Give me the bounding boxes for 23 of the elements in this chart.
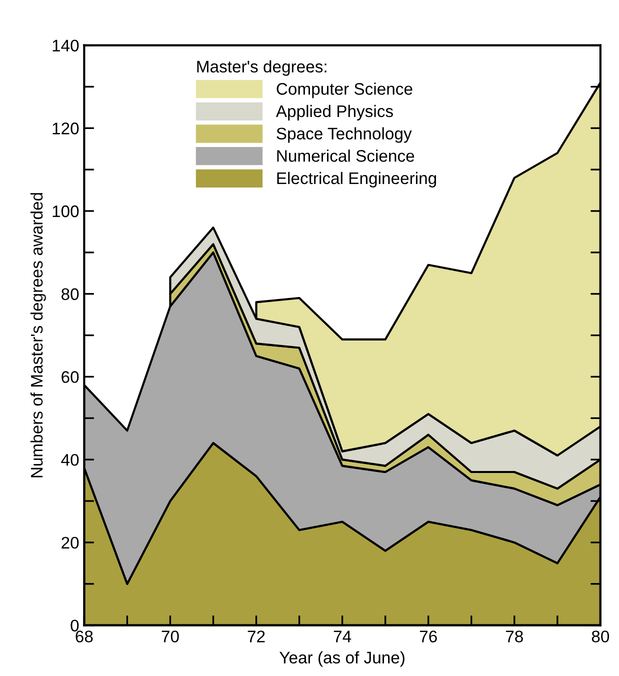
y-tick-label: 120 xyxy=(52,122,79,134)
legend-label: Computer Science xyxy=(276,82,412,98)
y-tick-label: 0 xyxy=(70,620,79,632)
x-tick-label: 70 xyxy=(162,630,179,642)
x-axis-title: Year (as of June) xyxy=(280,651,404,667)
y-tick-label: 60 xyxy=(62,371,79,383)
x-tick-label: 72 xyxy=(248,630,265,642)
y-tick-label: 100 xyxy=(52,205,79,218)
x-tick-label: 68 xyxy=(76,630,93,642)
legend-label: Applied Physics xyxy=(276,104,393,120)
y-tick-label: 80 xyxy=(62,288,79,300)
legend-label: Electrical Engineering xyxy=(277,172,436,188)
y-axis-title: Numbers of Master's degrees awarded xyxy=(30,193,46,478)
x-tick-label: 80 xyxy=(592,630,610,642)
legend-title: Master's degrees: xyxy=(197,60,326,76)
y-tick-label: 40 xyxy=(61,454,79,466)
x-tick-label: 76 xyxy=(420,630,437,642)
x-tick-label: 78 xyxy=(506,630,523,642)
x-tick-label: 74 xyxy=(334,630,352,642)
legend-label: Numerical Science xyxy=(277,150,414,162)
y-tick-label: 140 xyxy=(52,40,79,52)
legend-label: Space Technology xyxy=(276,127,412,143)
y-tick-label: 20 xyxy=(62,536,79,549)
